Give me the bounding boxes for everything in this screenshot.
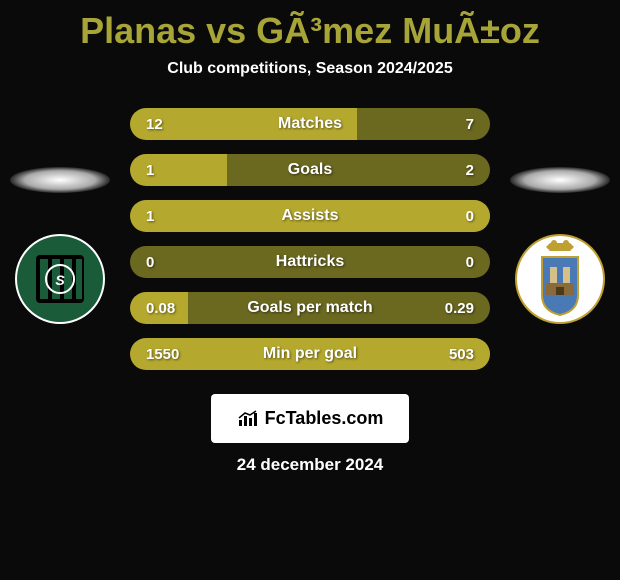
page-subtitle: Club competitions, Season 2024/2025 [0,60,620,78]
infographic-container: Planas vs GÃ³mez MuÃ±oz Club competition… [0,0,620,580]
stat-right-value: 2 [466,162,474,179]
stat-right-value: 0 [466,254,474,271]
stat-left-value: 1550 [146,346,179,363]
stat-row-goals-per-match: 0.08 Goals per match 0.29 [130,292,490,324]
stat-label: Goals per match [247,299,372,317]
stats-column: 12 Matches 7 1 Goals 2 1 Assists 0 0 [110,108,510,384]
stat-left-value: 1 [146,162,154,179]
stat-left-value: 0 [146,254,154,271]
main-content: S 12 Matches 7 1 Goals 2 1 [0,108,620,384]
stat-right-value: 0.29 [445,300,474,317]
stat-label: Goals [288,161,332,179]
team-left-column: S [10,167,110,325]
highlight-ellipse [510,167,610,193]
chart-icon [237,410,259,428]
stat-left-value: 0.08 [146,300,175,317]
header: Planas vs GÃ³mez MuÃ±oz Club competition… [0,10,620,78]
stat-left-value: 12 [146,116,163,133]
highlight-ellipse [10,167,110,193]
stat-row-assists: 1 Assists 0 [130,200,490,232]
stat-fill [130,154,227,186]
stat-label: Min per goal [263,345,357,363]
footer: FcTables.com 24 december 2024 [0,394,620,475]
stat-right-value: 503 [449,346,474,363]
stat-label: Matches [278,115,342,133]
logo-text: FcTables.com [265,408,384,429]
date-text: 24 december 2024 [0,455,620,475]
stat-row-goals: 1 Goals 2 [130,154,490,186]
logo-box: FcTables.com [211,394,410,443]
stat-row-hattricks: 0 Hattricks 0 [130,246,490,278]
stat-row-min-per-goal: 1550 Min per goal 503 [130,338,490,370]
stat-right-value: 0 [466,208,474,225]
logo-content: FcTables.com [237,408,384,429]
stat-left-value: 1 [146,208,154,225]
team-left-badge: S [14,233,106,325]
stat-row-matches: 12 Matches 7 [130,108,490,140]
stat-label: Assists [282,207,339,225]
stat-right-value: 7 [466,116,474,133]
team-right-column [510,167,610,325]
page-title: Planas vs GÃ³mez MuÃ±oz [0,10,620,52]
team-right-badge [514,233,606,325]
stat-label: Hattricks [276,253,344,271]
svg-text:S: S [55,272,65,288]
